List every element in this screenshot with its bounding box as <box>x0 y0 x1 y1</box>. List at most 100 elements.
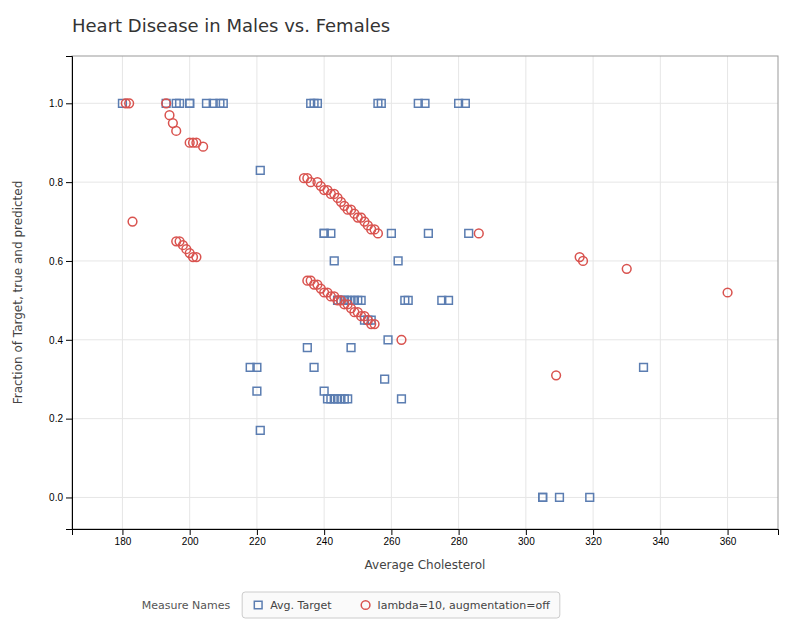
x-tick-label: 240 <box>316 536 333 547</box>
y-tick-mark <box>66 182 72 183</box>
point <box>374 229 383 238</box>
x-tick-mark <box>391 529 392 535</box>
point <box>357 297 365 305</box>
point <box>327 230 335 238</box>
y-tick-mark <box>66 261 72 262</box>
x-tick-mark <box>728 529 729 535</box>
x-tick-mark <box>593 529 594 535</box>
point <box>256 166 264 174</box>
grid-line-x <box>256 56 257 529</box>
grid-line-y <box>72 182 778 183</box>
x-tick: 260 <box>384 529 401 547</box>
x-tick-label: 200 <box>182 536 199 547</box>
points <box>119 99 732 501</box>
plot-frame <box>72 56 778 529</box>
y-tick-label: 0.8 <box>49 177 63 188</box>
point <box>398 395 406 403</box>
point <box>370 320 379 329</box>
point <box>723 288 732 297</box>
legend-symbol <box>361 601 370 610</box>
x-tick: 360 <box>720 529 737 547</box>
point <box>162 99 171 108</box>
point <box>421 99 429 107</box>
y-axis-title: Fraction of Target, true and predicted <box>11 181 25 405</box>
legend-item: Avg. Target <box>254 599 332 612</box>
title: Heart Disease in Males vs. Females <box>72 15 390 36</box>
point <box>176 99 184 107</box>
point <box>381 375 389 383</box>
y-tick-mark <box>66 497 72 498</box>
grid-line-y <box>72 103 778 104</box>
y-tick: 0.2 <box>49 413 72 424</box>
grid-line-y <box>72 339 778 340</box>
point <box>347 344 355 352</box>
grid-line-x <box>391 56 392 529</box>
y-tick: 0.8 <box>49 177 72 188</box>
y-tick: 0.0 <box>49 492 72 503</box>
point <box>253 387 261 395</box>
x-tick-label: 340 <box>652 536 669 547</box>
grid-line-x <box>727 56 728 529</box>
y-tick-label: 0.4 <box>49 335 63 346</box>
y-tick-label: 0.0 <box>49 492 63 503</box>
y-tick-label: 1.0 <box>49 98 63 109</box>
point <box>303 344 311 352</box>
x-tick-mark <box>324 529 325 535</box>
point <box>186 99 194 107</box>
x-tick-mark <box>190 529 191 535</box>
legend-heading: Measure Names <box>142 599 231 612</box>
legend-item: lambda=10, augmentation=off <box>361 599 550 612</box>
point <box>539 494 547 502</box>
x-tick-label: 320 <box>585 536 602 547</box>
grid-line-x <box>593 56 594 529</box>
point <box>377 99 385 107</box>
point <box>556 494 564 502</box>
point <box>162 99 170 107</box>
x-tick: 300 <box>518 529 535 547</box>
point <box>330 257 338 265</box>
point <box>445 297 453 305</box>
x-tick-mark <box>122 529 123 535</box>
point <box>125 99 134 108</box>
x-tick: 180 <box>115 529 132 547</box>
x-tick: 200 <box>182 529 199 547</box>
x-tick-label: 180 <box>115 536 132 547</box>
point <box>310 364 318 372</box>
x-tick-label: 220 <box>249 536 266 547</box>
point <box>384 336 392 344</box>
point <box>256 427 264 435</box>
chart: 1802002202402602803003203403600.00.20.40… <box>0 0 802 641</box>
x-tick-label: 260 <box>384 536 401 547</box>
y-tick: 0.6 <box>49 256 72 267</box>
y-tick-mark <box>66 103 72 104</box>
point <box>465 230 473 238</box>
series-0 <box>119 99 648 501</box>
x-tick: 220 <box>249 529 266 547</box>
y-tick-mark <box>66 419 72 420</box>
point <box>314 99 322 107</box>
series-1 <box>121 99 732 380</box>
grid-line-y <box>72 497 778 498</box>
x-tick-mark <box>526 529 527 535</box>
grid-line-x <box>660 56 661 529</box>
x-tick-mark <box>257 529 258 535</box>
legend-label: Avg. Target <box>270 599 332 612</box>
y-tick-label: 0.2 <box>49 413 63 424</box>
point <box>219 99 227 107</box>
legend-box <box>242 592 560 618</box>
x-tick: 340 <box>652 529 669 547</box>
x-tick: 320 <box>585 529 602 547</box>
x-tick: 280 <box>451 529 468 547</box>
y-axis: 0.0 0.2 0.4 0.6 0.8 1.0 <box>49 57 72 530</box>
y-tick-label: 0.6 <box>49 256 63 267</box>
point <box>394 257 402 265</box>
point <box>128 217 137 226</box>
point <box>388 230 396 238</box>
grid-line-y <box>72 260 778 261</box>
x-tick: 240 <box>316 529 333 547</box>
point <box>344 395 352 403</box>
point <box>539 494 547 502</box>
x-axis-title: Average Cholesterol <box>365 558 486 572</box>
point <box>461 99 469 107</box>
legend-symbol <box>254 601 262 609</box>
